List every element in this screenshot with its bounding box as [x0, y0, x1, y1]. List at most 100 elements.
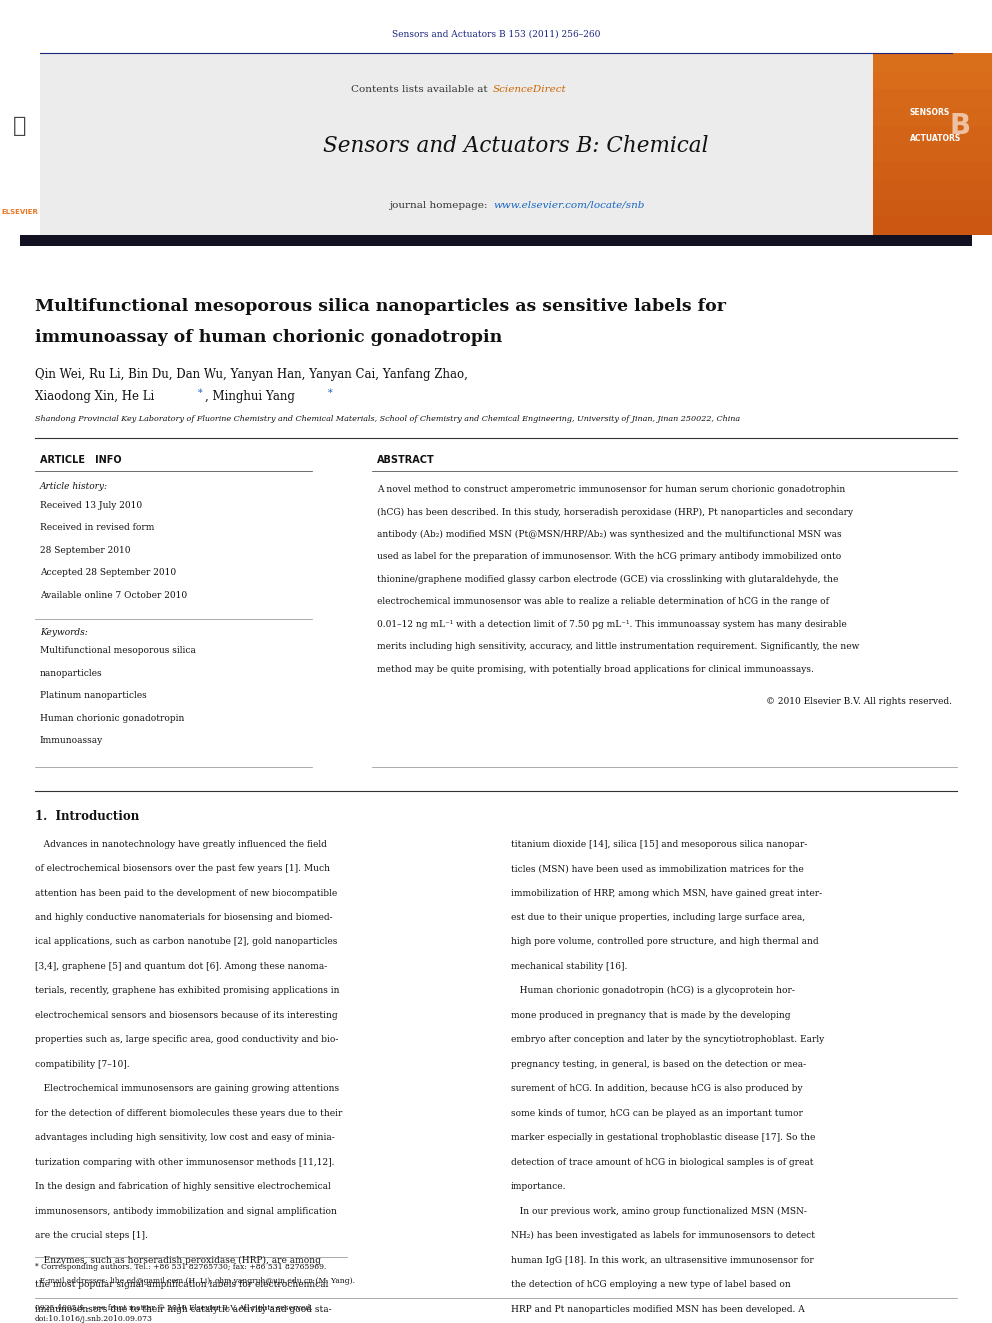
- Text: high pore volume, controlled pore structure, and high thermal and: high pore volume, controlled pore struct…: [511, 938, 818, 946]
- Text: © 2010 Elsevier B.V. All rights reserved.: © 2010 Elsevier B.V. All rights reserved…: [767, 697, 952, 705]
- Text: Article history:: Article history:: [40, 483, 108, 491]
- Text: ical applications, such as carbon nanotube [2], gold nanoparticles: ical applications, such as carbon nanotu…: [35, 938, 337, 946]
- Text: Xiaodong Xin, He Li: Xiaodong Xin, He Li: [35, 390, 154, 404]
- Text: HRP and Pt nanoparticles modified MSN has been developed. A: HRP and Pt nanoparticles modified MSN ha…: [511, 1304, 805, 1314]
- Text: doi:10.1016/j.snb.2010.09.073: doi:10.1016/j.snb.2010.09.073: [35, 1315, 153, 1323]
- Text: In the design and fabrication of highly sensitive electrochemical: In the design and fabrication of highly …: [35, 1183, 330, 1191]
- Text: Human chorionic gonadotropin (hCG) is a glycoprotein hor-: Human chorionic gonadotropin (hCG) is a …: [511, 987, 795, 995]
- Text: * Corresponding authors. Tel.: +86 531 82765730; fax: +86 531 82765969.: * Corresponding authors. Tel.: +86 531 8…: [35, 1263, 326, 1271]
- Text: Human chorionic gonadotropin: Human chorionic gonadotropin: [40, 714, 185, 722]
- Text: , Minghui Yang: , Minghui Yang: [205, 390, 296, 404]
- Text: 🌳: 🌳: [13, 115, 27, 136]
- Text: E-mail addresses: lihe ed@gamil.com (H. Li), chm.yangruh@ujn.edu.cn (M. Yang).: E-mail addresses: lihe ed@gamil.com (H. …: [35, 1277, 355, 1285]
- Text: are the crucial steps [1].: are the crucial steps [1].: [35, 1232, 148, 1240]
- Text: est due to their unique properties, including large surface area,: est due to their unique properties, incl…: [511, 913, 805, 922]
- Text: immunoassay of human chorionic gonadotropin: immunoassay of human chorionic gonadotro…: [35, 329, 502, 345]
- Text: surement of hCG. In addition, because hCG is also produced by: surement of hCG. In addition, because hC…: [511, 1085, 803, 1093]
- Text: advantages including high sensitivity, low cost and easy of minia-: advantages including high sensitivity, l…: [35, 1134, 334, 1142]
- Text: the most popular signal amplification labels for electrochemical: the most popular signal amplification la…: [35, 1281, 328, 1289]
- Bar: [873, 198, 992, 217]
- Bar: [0, 53, 40, 235]
- Text: embryo after conception and later by the syncytiotrophoblast. Early: embryo after conception and later by the…: [511, 1036, 824, 1044]
- Text: SENSORS: SENSORS: [910, 108, 950, 116]
- Text: antibody (Ab₂) modified MSN (Pt@MSN/HRP/Ab₂) was synthesized and the multifuncti: antibody (Ab₂) modified MSN (Pt@MSN/HRP/…: [377, 531, 841, 538]
- Text: pregnancy testing, in general, is based on the detection or mea-: pregnancy testing, in general, is based …: [511, 1060, 806, 1069]
- Text: and highly conductive nanomaterials for biosensing and biomed-: and highly conductive nanomaterials for …: [35, 913, 332, 922]
- Bar: [873, 71, 992, 90]
- Text: Contents lists available at: Contents lists available at: [351, 86, 491, 94]
- Text: immunosensors, antibody immobilization and signal amplification: immunosensors, antibody immobilization a…: [35, 1207, 336, 1216]
- Text: importance.: importance.: [511, 1183, 566, 1191]
- Text: (hCG) has been described. In this study, horseradish peroxidase (HRP), Pt nanopa: (hCG) has been described. In this study,…: [377, 508, 853, 516]
- Text: marker especially in gestational trophoblastic disease [17]. So the: marker especially in gestational trophob…: [511, 1134, 815, 1142]
- Bar: [873, 53, 992, 235]
- Text: Available online 7 October 2010: Available online 7 October 2010: [40, 591, 186, 599]
- Text: attention has been paid to the development of new biocompatible: attention has been paid to the developme…: [35, 889, 337, 897]
- Bar: [20, 235, 972, 246]
- Text: of electrochemical biosensors over the past few years [1]. Much: of electrochemical biosensors over the p…: [35, 864, 329, 873]
- Text: Multifunctional mesoporous silica: Multifunctional mesoporous silica: [40, 647, 195, 655]
- Text: Sensors and Actuators B 153 (2011) 256–260: Sensors and Actuators B 153 (2011) 256–2…: [392, 30, 600, 38]
- Text: turization comparing with other immunosensor methods [11,12].: turization comparing with other immunose…: [35, 1158, 334, 1167]
- Text: method may be quite promising, with potentially broad applications for clinical : method may be quite promising, with pote…: [377, 665, 813, 673]
- Bar: [873, 90, 992, 107]
- Text: merits including high sensitivity, accuracy, and little instrumentation requirem: merits including high sensitivity, accur…: [377, 643, 859, 651]
- Text: ABSTRACT: ABSTRACT: [377, 455, 434, 466]
- Text: Advances in nanotechnology have greatly influenced the field: Advances in nanotechnology have greatly …: [35, 840, 326, 848]
- Text: electrochemical sensors and biosensors because of its interesting: electrochemical sensors and biosensors b…: [35, 1011, 337, 1020]
- Text: B: B: [949, 111, 971, 140]
- Text: the detection of hCG employing a new type of label based on: the detection of hCG employing a new typ…: [511, 1281, 791, 1289]
- Text: electrochemical immunosensor was able to realize a reliable determination of hCG: electrochemical immunosensor was able to…: [377, 598, 829, 606]
- Text: Shandong Provincial Key Laboratory of Fluorine Chemistry and Chemical Materials,: Shandong Provincial Key Laboratory of Fl…: [35, 415, 740, 423]
- Text: A novel method to construct amperometric immunosensor for human serum chorionic : A novel method to construct amperometric…: [377, 486, 845, 493]
- Text: titanium dioxide [14], silica [15] and mesoporous silica nanopar-: titanium dioxide [14], silica [15] and m…: [511, 840, 807, 848]
- Text: mechanical stability [16].: mechanical stability [16].: [511, 962, 627, 971]
- Text: In our previous work, amino group functionalized MSN (MSN-: In our previous work, amino group functi…: [511, 1207, 806, 1216]
- Text: journal homepage:: journal homepage:: [389, 201, 491, 209]
- Text: nanoparticles: nanoparticles: [40, 669, 102, 677]
- Text: Received in revised form: Received in revised form: [40, 524, 154, 532]
- Text: Multifunctional mesoporous silica nanoparticles as sensitive labels for: Multifunctional mesoporous silica nanopa…: [35, 299, 726, 315]
- Text: ∗: ∗: [327, 388, 334, 396]
- Text: ARTICLE   INFO: ARTICLE INFO: [40, 455, 121, 466]
- Text: Platinum nanoparticles: Platinum nanoparticles: [40, 692, 147, 700]
- Text: www.elsevier.com/locate/snb: www.elsevier.com/locate/snb: [493, 201, 645, 209]
- Text: compatibility [7–10].: compatibility [7–10].: [35, 1060, 129, 1069]
- Bar: [873, 217, 992, 235]
- Text: ∗: ∗: [197, 388, 204, 396]
- Text: 1.  Introduction: 1. Introduction: [35, 810, 139, 823]
- Text: some kinds of tumor, hCG can be played as an important tumor: some kinds of tumor, hCG can be played a…: [511, 1109, 803, 1118]
- Text: ACTUATORS: ACTUATORS: [910, 135, 961, 143]
- Bar: [40, 53, 873, 235]
- Text: detection of trace amount of hCG in biological samples is of great: detection of trace amount of hCG in biol…: [511, 1158, 813, 1167]
- Bar: [873, 181, 992, 198]
- Text: NH₂) has been investigated as labels for immunosensors to detect: NH₂) has been investigated as labels for…: [511, 1232, 814, 1240]
- Text: Sensors and Actuators B: Chemical: Sensors and Actuators B: Chemical: [323, 135, 708, 156]
- Text: 0925-4005/$ – see front matter © 2010 Elsevier B.V. All rights reserved.: 0925-4005/$ – see front matter © 2010 El…: [35, 1304, 312, 1312]
- Text: ticles (MSN) have been used as immobilization matrices for the: ticles (MSN) have been used as immobiliz…: [511, 864, 804, 873]
- Bar: [873, 144, 992, 163]
- Text: ELSEVIER: ELSEVIER: [1, 209, 39, 214]
- Text: 0.01–12 ng mL⁻¹ with a detection limit of 7.50 pg mL⁻¹. This immunoassay system : 0.01–12 ng mL⁻¹ with a detection limit o…: [377, 620, 847, 628]
- Text: 28 September 2010: 28 September 2010: [40, 546, 130, 554]
- Text: immunosensors due to their high catalytic activity and good sta-: immunosensors due to their high catalyti…: [35, 1304, 331, 1314]
- Text: human IgG [18]. In this work, an ultrasensitive immunosensor for: human IgG [18]. In this work, an ultrase…: [511, 1256, 813, 1265]
- Text: immobilization of HRP, among which MSN, have gained great inter-: immobilization of HRP, among which MSN, …: [511, 889, 822, 897]
- Text: Electrochemical immunosensors are gaining growing attentions: Electrochemical immunosensors are gainin…: [35, 1085, 339, 1093]
- Text: terials, recently, graphene has exhibited promising applications in: terials, recently, graphene has exhibite…: [35, 987, 339, 995]
- Bar: [873, 107, 992, 126]
- Text: Qin Wei, Ru Li, Bin Du, Dan Wu, Yanyan Han, Yanyan Cai, Yanfang Zhao,: Qin Wei, Ru Li, Bin Du, Dan Wu, Yanyan H…: [35, 368, 467, 381]
- Text: Received 13 July 2010: Received 13 July 2010: [40, 501, 142, 509]
- Text: Immunoassay: Immunoassay: [40, 737, 103, 745]
- Text: thionine/graphene modified glassy carbon electrode (GCE) via crosslinking with g: thionine/graphene modified glassy carbon…: [377, 576, 838, 583]
- Text: Accepted 28 September 2010: Accepted 28 September 2010: [40, 569, 176, 577]
- Text: for the detection of different biomolecules these years due to their: for the detection of different biomolecu…: [35, 1109, 342, 1118]
- Text: used as label for the preparation of immunosensor. With the hCG primary antibody: used as label for the preparation of imm…: [377, 553, 841, 561]
- Bar: [873, 163, 992, 181]
- Text: mone produced in pregnancy that is made by the developing: mone produced in pregnancy that is made …: [511, 1011, 791, 1020]
- Text: Enzymes, such as horseradish peroxidase (HRP), are among: Enzymes, such as horseradish peroxidase …: [35, 1256, 320, 1265]
- Text: Keywords:: Keywords:: [40, 628, 87, 636]
- Text: [3,4], graphene [5] and quantum dot [6]. Among these nanoma-: [3,4], graphene [5] and quantum dot [6].…: [35, 962, 327, 971]
- Text: ScienceDirect: ScienceDirect: [493, 86, 566, 94]
- Bar: [873, 53, 992, 71]
